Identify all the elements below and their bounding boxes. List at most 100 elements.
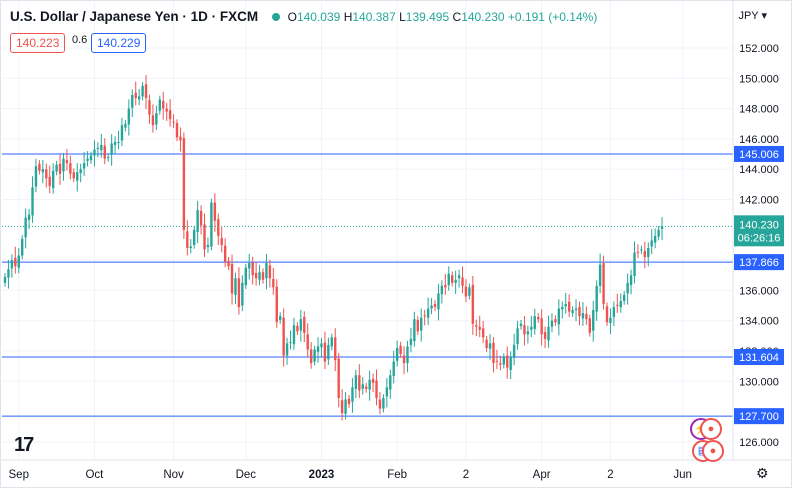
candle-body — [137, 96, 141, 100]
currency-selector[interactable]: JPY ▾ — [738, 10, 767, 22]
candle-body — [629, 275, 633, 286]
candle-body — [647, 247, 650, 258]
candle-body — [540, 318, 543, 335]
candle-body — [475, 325, 478, 327]
price-label-bg — [734, 254, 784, 271]
last-price-label: 140.230 — [739, 219, 779, 231]
candle-body — [526, 331, 530, 335]
y-tick-label: 136.000 — [739, 285, 779, 297]
candle-body — [409, 338, 413, 345]
candle-body — [561, 307, 564, 310]
candle-body — [437, 293, 440, 310]
candle-body — [337, 358, 340, 398]
gear-icon[interactable]: ⚙ — [756, 465, 769, 481]
candle-body — [69, 163, 72, 174]
candle-body — [134, 92, 137, 98]
x-tick-label: Dec — [236, 469, 257, 481]
candle-body — [31, 187, 34, 216]
candle-body — [468, 287, 471, 296]
x-tick-label: Jun — [673, 469, 692, 481]
candle-body — [371, 379, 375, 383]
buy-button[interactable]: 140.229 — [91, 33, 147, 53]
candle-body — [155, 113, 158, 125]
candle-body — [17, 255, 20, 268]
candle-body — [660, 226, 664, 230]
candle-body — [512, 344, 516, 358]
candle-body — [175, 122, 179, 138]
candle-body — [361, 384, 364, 389]
event-icon[interactable]: ● — [700, 418, 722, 440]
sell-button[interactable]: 140.223 — [10, 33, 66, 53]
candle-body — [62, 158, 65, 172]
candle-body — [82, 163, 86, 169]
price-label: 137.866 — [739, 257, 779, 269]
candle-body — [113, 141, 117, 145]
chart-header: U.S. Dollar / Japanese Yen · 1D · FXCM O… — [10, 9, 597, 24]
candle-body — [481, 328, 485, 338]
candle-body — [210, 202, 213, 247]
candle-body — [395, 347, 399, 361]
candle-body — [530, 326, 533, 330]
y-tick-label: 148.000 — [739, 104, 779, 116]
candle-body — [554, 319, 557, 323]
candle-body — [279, 316, 282, 320]
candle-body — [117, 141, 120, 143]
candle-body — [148, 100, 151, 115]
high-value: 140.387 — [352, 10, 396, 24]
candle-body — [392, 361, 395, 376]
x-tick-label: 2 — [607, 469, 613, 481]
y-tick-label: 152.000 — [739, 43, 779, 55]
price-label-bg — [734, 348, 784, 365]
candle-body — [636, 251, 640, 253]
low-label: L — [399, 10, 406, 24]
x-tick-label: Oct — [85, 469, 104, 481]
candle-body — [313, 349, 316, 362]
candle-body — [457, 275, 461, 279]
candle-body — [58, 163, 62, 174]
candle-body — [320, 343, 323, 348]
candle-body — [296, 326, 299, 332]
candle-body — [344, 399, 347, 414]
candle-body — [189, 246, 192, 248]
x-tick-label: Apr — [533, 469, 551, 481]
candle-body — [141, 85, 144, 97]
price-label-bg — [734, 408, 784, 425]
y-tick-label: 130.000 — [739, 376, 779, 388]
candle-body — [643, 251, 647, 258]
candle-body — [402, 355, 406, 364]
candle-body — [451, 275, 454, 283]
candle-body — [165, 108, 168, 112]
candle-body — [151, 115, 155, 126]
candle-body — [433, 304, 437, 308]
candle-body — [557, 308, 561, 325]
candle-body — [653, 235, 657, 243]
candle-body — [89, 155, 93, 161]
horizontal-lines[interactable] — [2, 153, 733, 417]
candle-body — [268, 265, 272, 279]
symbol-title[interactable]: U.S. Dollar / Japanese Yen · 1D · FXCM — [10, 9, 259, 24]
spread-value: 0.6 — [72, 34, 88, 46]
candle-body — [227, 260, 230, 267]
candle-body — [27, 214, 31, 220]
candle-body — [38, 163, 41, 171]
price-labels: 145.006 137.866 131.604 127.700 140.23006:26… — [734, 145, 784, 425]
time-axis[interactable]: Sep Oct Nov Dec 2023 Feb 2 Apr 2 Jun — [0, 459, 792, 481]
x-tick-label: Feb — [387, 469, 407, 481]
y-tick-label: 146.000 — [739, 134, 779, 146]
flag-icon-2[interactable]: ● — [702, 440, 724, 462]
candle-body — [179, 136, 182, 141]
candle-body — [619, 301, 622, 308]
price-axis[interactable]: 152.000 150.000 148.000 146.000 144.000 142.0… — [732, 0, 779, 460]
candle-body — [65, 160, 69, 164]
candle-body — [144, 84, 148, 98]
candle-body — [454, 279, 457, 283]
candle-body — [633, 252, 636, 277]
y-tick-label: 126.000 — [739, 437, 779, 449]
candle-body — [199, 210, 203, 226]
tradingview-logo[interactable]: 17 — [14, 434, 34, 456]
candle-body — [516, 328, 519, 345]
candle-body — [289, 341, 292, 343]
candle-body — [251, 262, 254, 276]
candle-body — [34, 166, 38, 187]
